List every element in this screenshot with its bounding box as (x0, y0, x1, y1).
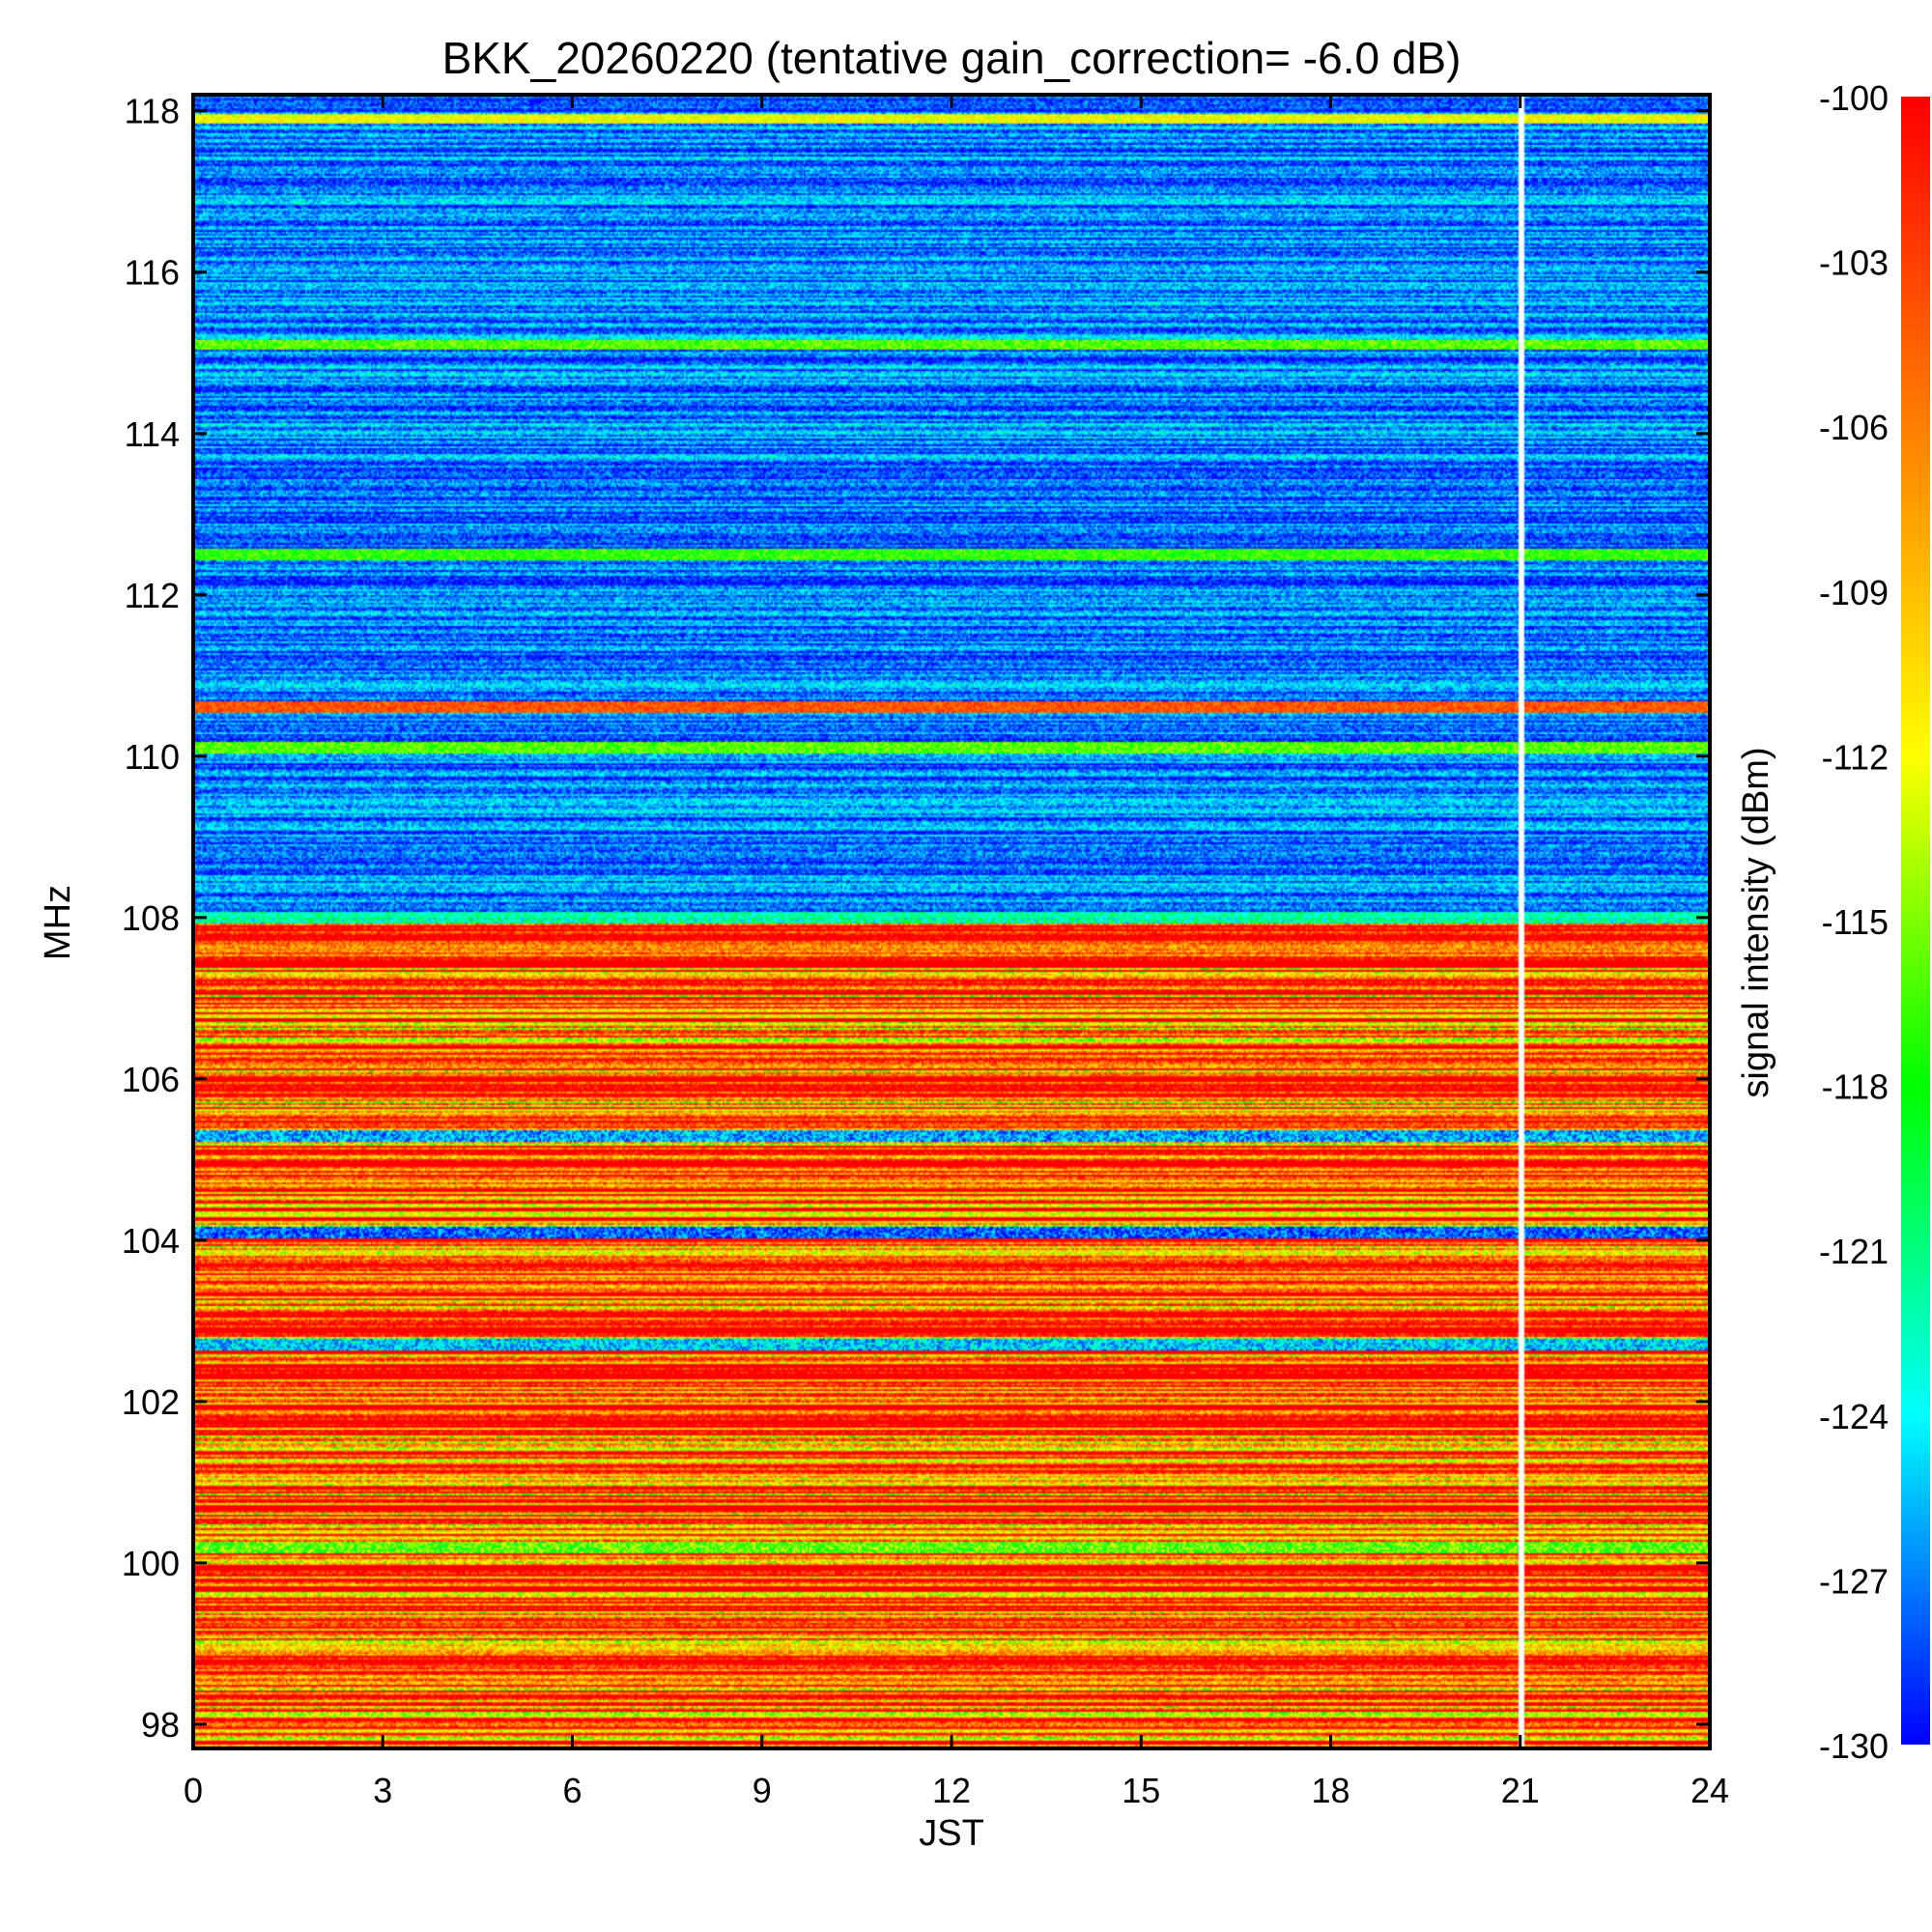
colorbar-tick-label: -112 (1822, 737, 1889, 777)
colorbar-tick-label: -109 (1819, 573, 1889, 612)
y-tick-label: 112 (125, 576, 180, 615)
colorbar-tick-label: -106 (1819, 408, 1889, 447)
y-axis-ticks: 98 100 102 104 106 108 110 112 114 116 118 (122, 92, 1710, 1745)
x-axis-label: JST (919, 1813, 984, 1854)
heatmap-plot-area (193, 95, 1710, 1748)
colorbar-tick-label: -100 (1819, 78, 1889, 118)
y-tick-label: 106 (122, 1060, 180, 1099)
colorbar-tick-label: -115 (1822, 902, 1889, 942)
y-tick-label: 118 (125, 92, 180, 131)
colorbar-tick-label: -127 (1819, 1561, 1889, 1601)
colorbar-tick-label: -103 (1819, 243, 1889, 283)
colorbar-tick-label: -118 (1822, 1067, 1889, 1107)
y-tick-label: 102 (122, 1382, 180, 1422)
colorbar-label: signal intensity (dBm) (1736, 747, 1776, 1097)
y-tick-label: 116 (125, 253, 180, 293)
x-tick-label: 12 (932, 1771, 971, 1810)
y-tick-label: 98 (141, 1705, 180, 1745)
x-tick-label: 0 (184, 1771, 203, 1810)
colorbar-tick-label: -121 (1819, 1232, 1889, 1271)
x-axis-ticks: 0 3 6 9 12 15 18 21 24 (184, 95, 1729, 1810)
x-tick-label: 24 (1690, 1771, 1729, 1810)
y-tick-label: 100 (122, 1544, 180, 1583)
x-tick-label: 9 (753, 1771, 772, 1810)
y-axis-label: MHz (38, 885, 78, 960)
colorbar (1901, 97, 1930, 1745)
y-tick-label: 110 (125, 737, 180, 777)
plot-frame (191, 93, 1712, 1750)
chart-title: BKK_20260220 (tentative gain_correction=… (442, 33, 1462, 83)
colorbar-tick-label: -130 (1819, 1726, 1889, 1766)
y-tick-label: 104 (122, 1221, 180, 1261)
x-tick-label: 3 (373, 1771, 392, 1810)
x-tick-label: 18 (1311, 1771, 1350, 1810)
colorbar-tick-label: -124 (1819, 1397, 1889, 1436)
x-tick-label: 21 (1501, 1771, 1540, 1810)
x-tick-label: 15 (1122, 1771, 1160, 1810)
x-tick-label: 6 (562, 1771, 582, 1810)
colorbar-ticks: -100 -103 -106 -109 -112 -115 -118 -121 -124 -127… (1819, 78, 1889, 1766)
y-tick-label: 108 (122, 898, 180, 938)
y-tick-label: 114 (125, 414, 180, 454)
